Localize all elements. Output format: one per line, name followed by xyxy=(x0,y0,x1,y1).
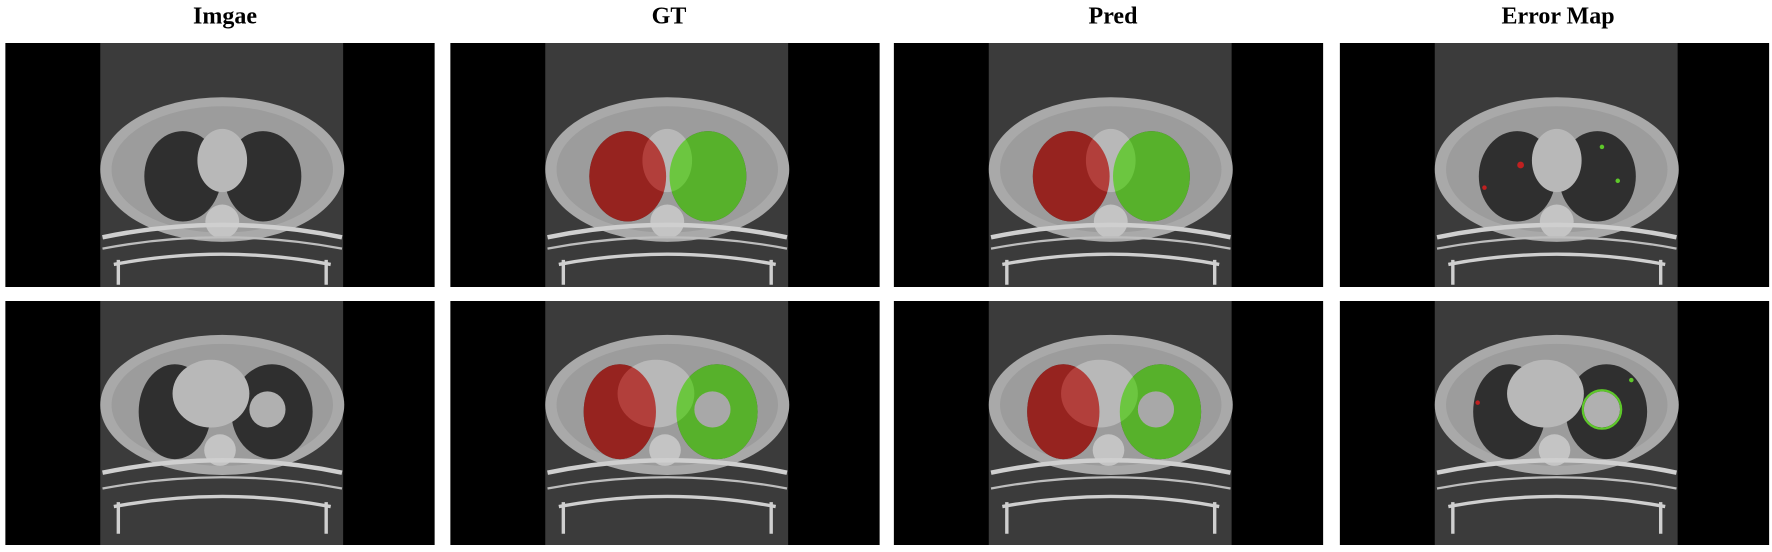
gt-image xyxy=(450,301,879,545)
pred-image xyxy=(894,301,1323,545)
column-title: Imgae xyxy=(193,4,257,30)
column-title: GT xyxy=(652,4,687,30)
error-map-image xyxy=(1340,43,1769,287)
image-row-1 xyxy=(5,43,1769,287)
column-title: Error Map xyxy=(1501,4,1614,30)
ct-image xyxy=(5,301,434,545)
error-map-image xyxy=(1340,301,1769,545)
pred-image xyxy=(894,43,1323,287)
image-row-2 xyxy=(5,301,1769,545)
column-title: Pred xyxy=(1089,4,1139,30)
gt-image xyxy=(450,43,879,287)
ct-image xyxy=(5,43,434,287)
